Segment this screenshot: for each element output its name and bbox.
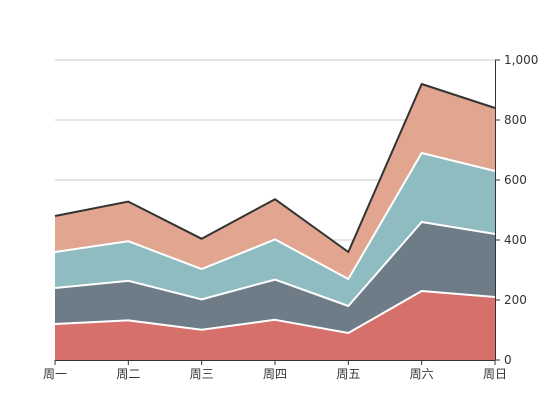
x-tick-label-4: 周五 xyxy=(336,367,360,381)
series-line-3 xyxy=(54,152,496,280)
area-series-group xyxy=(55,84,495,360)
y-tick-label-5: 1,000 xyxy=(504,53,538,67)
y-tick-label-2: 400 xyxy=(504,233,527,247)
total-line xyxy=(54,83,496,253)
x-tick-label-1: 周二 xyxy=(116,367,140,381)
area-series-4 xyxy=(55,84,495,279)
y-tick-label-4: 800 xyxy=(504,113,527,127)
y-tick-label-1: 200 xyxy=(504,293,527,307)
area-series-3 xyxy=(55,153,495,306)
area-series-1 xyxy=(55,291,495,360)
x-tick-label-6: 周日 xyxy=(483,367,507,381)
y-tick-label-3: 600 xyxy=(504,173,527,187)
series-line-2 xyxy=(54,221,496,307)
x-tick-label-3: 周四 xyxy=(263,367,287,381)
x-tick-label-5: 周六 xyxy=(410,367,434,381)
area-series-2 xyxy=(55,222,495,333)
y-tick-label-0: 0 xyxy=(504,353,512,367)
series-line-1 xyxy=(54,290,496,334)
series-lines-group xyxy=(54,83,496,334)
axes-group: 周一 周二 周三 周四 周五 周六 周日0 200 400 600 800 1,000 xyxy=(43,53,538,381)
x-tick-label-2: 周三 xyxy=(190,367,214,381)
x-tick-label-0: 周一 xyxy=(43,367,67,381)
